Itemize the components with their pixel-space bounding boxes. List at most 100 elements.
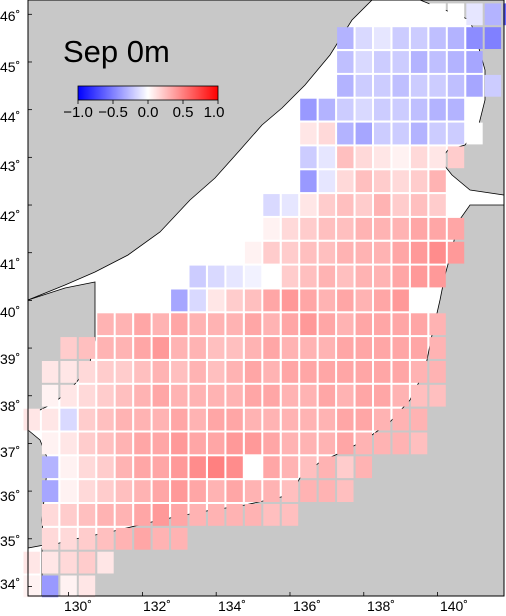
heatmap-cell bbox=[300, 241, 317, 264]
heatmap-cell bbox=[152, 480, 169, 502]
heatmap-cell bbox=[115, 384, 133, 407]
lon-label: 134˚ bbox=[217, 598, 247, 614]
heatmap-cell bbox=[337, 480, 354, 502]
heatmap-cell bbox=[152, 504, 169, 526]
heatmap-cell bbox=[244, 241, 262, 264]
heatmap-cell bbox=[244, 337, 262, 359]
heatmap-cell bbox=[189, 456, 206, 479]
heatmap-cell bbox=[208, 408, 225, 431]
heatmap-cell bbox=[392, 170, 409, 193]
heatmap-cell bbox=[374, 122, 391, 145]
heatmap-cell bbox=[171, 337, 188, 359]
heatmap-cell bbox=[208, 480, 225, 502]
heatmap-cell bbox=[41, 408, 59, 431]
heatmap-cell bbox=[429, 217, 446, 240]
heatmap-cell bbox=[318, 122, 336, 145]
heatmap-cell bbox=[410, 98, 428, 121]
heatmap-cell bbox=[374, 313, 391, 336]
heatmap-cell bbox=[374, 289, 391, 312]
heatmap-cell bbox=[392, 432, 409, 455]
heatmap-cell bbox=[208, 432, 225, 455]
heatmap-cell bbox=[263, 265, 280, 288]
heatmap-cell bbox=[97, 551, 114, 574]
heatmap-cell bbox=[337, 98, 354, 121]
heatmap-cell bbox=[97, 313, 114, 336]
heatmap-cell bbox=[78, 551, 96, 574]
heatmap-cell bbox=[152, 527, 169, 550]
heatmap-cell bbox=[392, 241, 409, 264]
heatmap-cell bbox=[392, 98, 409, 121]
heatmap-cell bbox=[447, 241, 465, 264]
colorbar-tick-label: −0.5 bbox=[98, 104, 128, 121]
heatmap-cell bbox=[208, 384, 225, 407]
heatmap-cell bbox=[134, 480, 151, 502]
heatmap-cell bbox=[355, 313, 372, 336]
heatmap-cell bbox=[466, 51, 483, 73]
heatmap-cell bbox=[263, 289, 280, 312]
heatmap-cell bbox=[374, 265, 391, 288]
heatmap-cell bbox=[281, 480, 299, 502]
heatmap-cell bbox=[318, 241, 336, 264]
heatmap-cell bbox=[281, 504, 299, 526]
heatmap-cell bbox=[374, 241, 391, 264]
heatmap-cell bbox=[208, 313, 225, 336]
heatmap-cell bbox=[226, 480, 243, 502]
heatmap-cell bbox=[410, 194, 428, 216]
heatmap-cell bbox=[244, 432, 262, 455]
heatmap-cell bbox=[115, 504, 133, 526]
heatmap-cell bbox=[355, 122, 372, 145]
heatmap-cell bbox=[60, 408, 77, 431]
heatmap-cell bbox=[410, 146, 428, 169]
heatmap-cell bbox=[410, 217, 428, 240]
heatmap-cell bbox=[355, 98, 372, 121]
heatmap-cell bbox=[226, 265, 243, 288]
heatmap-cell bbox=[115, 337, 133, 359]
heatmap-cell bbox=[429, 146, 446, 169]
heatmap-cell bbox=[318, 170, 336, 193]
heatmap-cell bbox=[337, 361, 354, 383]
lat-label: 44˚ bbox=[0, 109, 21, 125]
heatmap-cell bbox=[244, 480, 262, 502]
heatmap-cell bbox=[244, 289, 262, 312]
heatmap-cell bbox=[208, 337, 225, 359]
heatmap-cell bbox=[374, 51, 391, 73]
heatmap-cell bbox=[374, 170, 391, 193]
heatmap-cell bbox=[392, 289, 409, 312]
heatmap-cell bbox=[171, 313, 188, 336]
heatmap-cell bbox=[355, 146, 372, 169]
heatmap-cell bbox=[300, 122, 317, 145]
heatmap-cell bbox=[318, 456, 336, 479]
heatmap-cell bbox=[429, 384, 446, 407]
heatmap-cell bbox=[60, 384, 77, 407]
heatmap-cell bbox=[281, 337, 299, 359]
heatmap-cell bbox=[318, 361, 336, 383]
heatmap-cell bbox=[355, 337, 372, 359]
heatmap-cell bbox=[374, 27, 391, 49]
heatmap-cell bbox=[337, 146, 354, 169]
heatmap-cell bbox=[226, 432, 243, 455]
lon-label: 130˚ bbox=[63, 598, 93, 614]
heatmap-cell bbox=[134, 527, 151, 550]
heatmap-cell bbox=[410, 432, 428, 455]
heatmap-cell bbox=[208, 504, 225, 526]
heatmap-cell bbox=[78, 384, 96, 407]
heatmap-cell bbox=[263, 504, 280, 526]
heatmap-cell bbox=[337, 432, 354, 455]
heatmap-cell bbox=[263, 480, 280, 502]
heatmap-cell bbox=[281, 408, 299, 431]
heatmap-cell bbox=[429, 74, 446, 97]
heatmap-cell bbox=[484, 27, 502, 49]
heatmap-cell bbox=[281, 456, 299, 479]
heatmap-cell bbox=[263, 337, 280, 359]
heatmap-cell bbox=[263, 384, 280, 407]
heatmap-cell bbox=[208, 361, 225, 383]
heatmap-cell bbox=[244, 408, 262, 431]
heatmap-cell bbox=[374, 194, 391, 216]
heatmap-cell bbox=[337, 27, 354, 49]
heatmap-cell bbox=[171, 432, 188, 455]
heatmap-cell bbox=[208, 289, 225, 312]
heatmap-cell bbox=[300, 146, 317, 169]
heatmap-cell bbox=[263, 313, 280, 336]
sst-anomaly-grid bbox=[23, 3, 506, 598]
heatmap-cell bbox=[78, 408, 96, 431]
